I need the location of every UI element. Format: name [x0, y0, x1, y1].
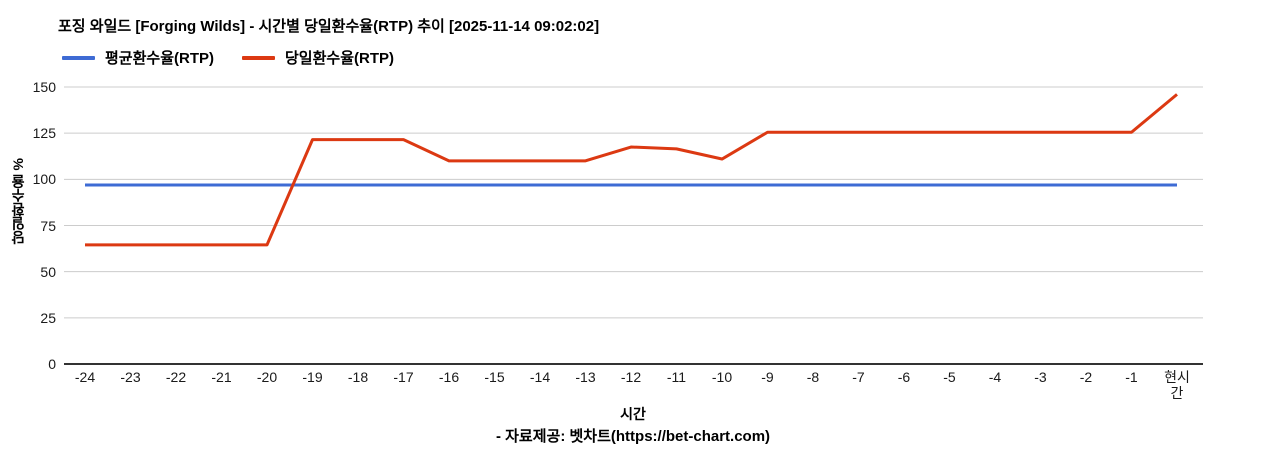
- x-tick-label: -13: [575, 369, 596, 385]
- x-tick-label: -12: [620, 369, 642, 385]
- legend-item-daily-rtp: 당일환수율(RTP): [242, 47, 394, 68]
- x-tick-label: -15: [484, 369, 505, 385]
- x-tick-label: 현시간: [1164, 369, 1190, 401]
- x-tick-label: -18: [347, 369, 369, 385]
- legend-line-swatch-daily: [242, 55, 275, 60]
- x-tick-label: -5: [943, 369, 956, 385]
- x-tick-label: -20: [256, 369, 278, 385]
- x-tick-label: -11: [666, 369, 687, 385]
- legend-line-swatch-average: [62, 55, 95, 60]
- y-tick-label: 75: [40, 217, 56, 234]
- legend-label-average-rtp: 평균환수율(RTP): [105, 50, 214, 67]
- x-tick-label: -2: [1079, 369, 1093, 385]
- x-tick-label: -23: [120, 369, 141, 385]
- y-tick-label: 150: [32, 79, 56, 95]
- x-tick-label: -17: [393, 369, 414, 385]
- x-tick-label: -6: [897, 369, 911, 385]
- x-tick-label: -1: [1125, 369, 1138, 385]
- x-tick-label: -10: [711, 369, 733, 385]
- x-tick-label: -9: [761, 369, 774, 385]
- legend-item-average-rtp: 평균환수율(RTP): [62, 47, 214, 68]
- y-tick-label: 50: [40, 263, 56, 280]
- y-tick-label: 125: [32, 125, 56, 142]
- legend: 평균환수율(RTP) 당일환수율(RTP): [62, 47, 394, 68]
- y-tick-label: 100: [32, 171, 56, 188]
- x-tick-label: -19: [302, 369, 323, 385]
- x-tick-label: -8: [806, 369, 820, 385]
- x-tick-label: -22: [165, 369, 187, 385]
- series-line-1: [85, 93, 1178, 247]
- x-tick-label: -7: [852, 369, 865, 385]
- y-tick-label: 25: [40, 309, 56, 326]
- x-tick-label: -24: [74, 369, 96, 385]
- x-tick-label: -4: [988, 369, 1002, 385]
- x-tick-label: -16: [438, 369, 460, 385]
- x-axis-title: 시간: [620, 406, 646, 422]
- x-tick-label: -21: [211, 369, 232, 385]
- y-tick-label: 0: [48, 356, 56, 372]
- chart-title: 포징 와일드 [Forging Wilds] - 시간별 당일환수율(RTP) …: [58, 18, 600, 35]
- footer-credit: - 자료제공: 벳차트(https://bet-chart.com): [495, 428, 771, 445]
- legend-label-daily-rtp: 당일환수율(RTP): [285, 50, 394, 67]
- x-tick-label: -14: [529, 369, 551, 385]
- x-tick-label: -3: [1034, 369, 1047, 385]
